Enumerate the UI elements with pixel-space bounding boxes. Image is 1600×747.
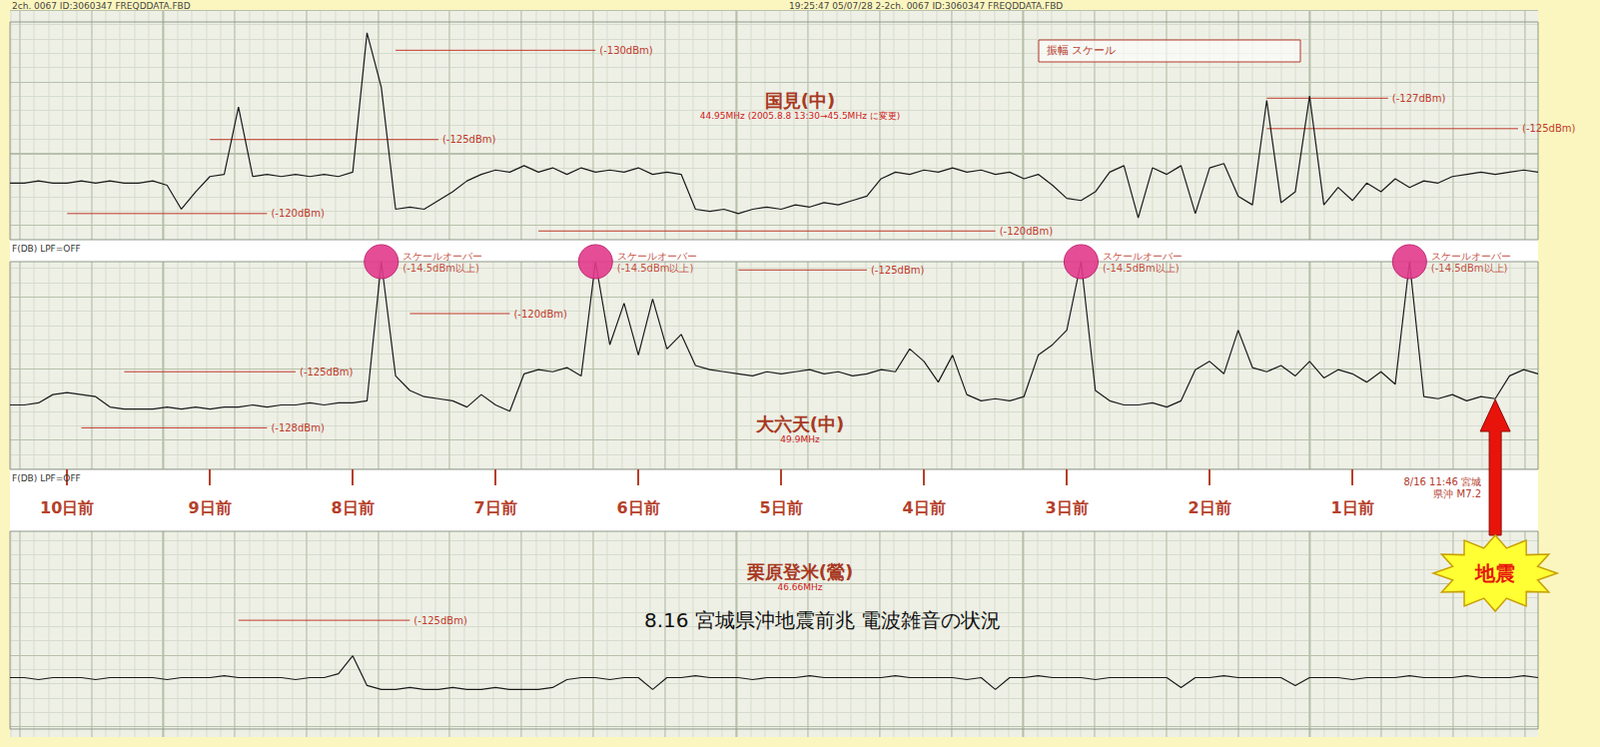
svg-text:国見(中): 国見(中) xyxy=(765,89,835,111)
svg-text:県沖 M7.2: 県沖 M7.2 xyxy=(1433,488,1482,500)
svg-text:3日前: 3日前 xyxy=(1045,498,1089,518)
svg-text:スケールオーバー: スケールオーバー xyxy=(1102,250,1183,262)
svg-text:(-125dBm): (-125dBm) xyxy=(413,615,468,627)
svg-text:大六天(中): 大六天(中) xyxy=(755,413,844,435)
svg-text:スケールオーバー: スケールオーバー xyxy=(402,250,483,262)
svg-text:振幅 スケール: 振幅 スケール xyxy=(1046,43,1117,57)
svg-text:(-120dBm): (-120dBm) xyxy=(513,308,568,320)
svg-text:7日前: 7日前 xyxy=(474,498,518,518)
svg-text:(-14.5dBm以上): (-14.5dBm以上) xyxy=(402,262,480,274)
svg-text:F(DB) LPF=OFF: F(DB) LPF=OFF xyxy=(11,243,81,254)
svg-text:49.9MHz: 49.9MHz xyxy=(780,434,820,445)
svg-text:(-128dBm): (-128dBm) xyxy=(270,422,325,434)
svg-text:8日前: 8日前 xyxy=(331,498,375,518)
svg-text:(-125dBm): (-125dBm) xyxy=(442,133,497,145)
svg-text:8.16 宮城県沖地震前兆 電波雑音の状況: 8.16 宮城県沖地震前兆 電波雑音の状況 xyxy=(644,608,1001,633)
svg-text:スケールオーバー: スケールオーバー xyxy=(617,250,698,262)
svg-text:スケールオーバー: スケールオーバー xyxy=(1431,250,1512,262)
svg-text:4日前: 4日前 xyxy=(902,498,946,518)
svg-text:(-120dBm): (-120dBm) xyxy=(270,207,325,219)
svg-text:(-14.5dBm以上): (-14.5dBm以上) xyxy=(617,262,695,274)
svg-text:(-125dBm): (-125dBm) xyxy=(1522,122,1577,134)
svg-text:8/16 11:46 宮城: 8/16 11:46 宮城 xyxy=(1403,476,1482,488)
svg-text:2日前: 2日前 xyxy=(1188,498,1232,518)
svg-text:(-14.5dBm以上): (-14.5dBm以上) xyxy=(1102,262,1180,274)
svg-text:(-130dBm): (-130dBm) xyxy=(599,44,654,56)
svg-text:46.66MHz: 46.66MHz xyxy=(777,582,822,593)
svg-text:5日前: 5日前 xyxy=(760,498,803,518)
svg-text:F(DB) LPF=OFF: F(DB) LPF=OFF xyxy=(11,473,81,484)
svg-text:(-120dBm): (-120dBm) xyxy=(999,225,1054,237)
svg-text:19:25:47 05/07/28 2-2ch. 0067: 19:25:47 05/07/28 2-2ch. 0067 ID:3060347… xyxy=(789,0,1063,11)
svg-text:44.95MHz (2005.8.8 13:30→45.5M: 44.95MHz (2005.8.8 13:30→45.5MHz に変更) xyxy=(700,110,900,121)
svg-text:10日前: 10日前 xyxy=(39,498,94,518)
svg-text:(-14.5dBm以上): (-14.5dBm以上) xyxy=(1431,262,1509,274)
svg-text:地震: 地震 xyxy=(1474,561,1516,586)
svg-text:6日前: 6日前 xyxy=(617,498,661,518)
svg-text:(-125dBm): (-125dBm) xyxy=(299,366,354,378)
svg-text:(-127dBm): (-127dBm) xyxy=(1392,92,1447,104)
svg-text:2ch. 0067 ID:3060347 FREQDDATA: 2ch. 0067 ID:3060347 FREQDDATA.FBD xyxy=(11,0,191,11)
svg-text:1日前: 1日前 xyxy=(1331,498,1375,518)
svg-text:9日前: 9日前 xyxy=(188,498,232,518)
svg-text:栗原登米(鶯): 栗原登米(鶯) xyxy=(746,561,853,583)
svg-text:(-125dBm): (-125dBm) xyxy=(870,264,925,276)
